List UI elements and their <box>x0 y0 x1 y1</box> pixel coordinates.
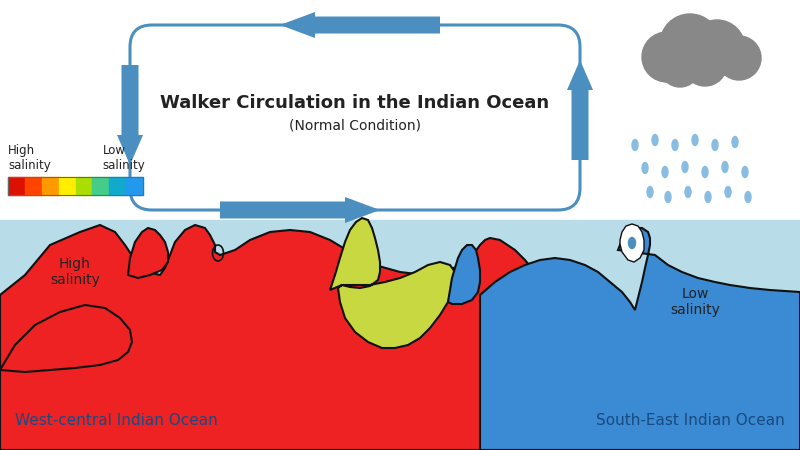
Polygon shape <box>128 228 168 278</box>
Bar <box>8 177 25 195</box>
Polygon shape <box>330 218 455 348</box>
FancyArrow shape <box>280 12 440 38</box>
FancyArrow shape <box>567 60 593 160</box>
Text: High
salinity: High salinity <box>8 144 50 172</box>
Ellipse shape <box>665 192 671 202</box>
FancyArrow shape <box>220 197 380 223</box>
Ellipse shape <box>742 166 748 177</box>
Ellipse shape <box>682 162 688 172</box>
Ellipse shape <box>722 162 728 172</box>
Polygon shape <box>620 224 644 262</box>
Ellipse shape <box>692 135 698 145</box>
Polygon shape <box>448 245 480 304</box>
FancyArrow shape <box>117 65 143 165</box>
Bar <box>110 177 126 195</box>
Ellipse shape <box>642 162 648 174</box>
Bar <box>8 177 143 195</box>
Ellipse shape <box>702 166 708 177</box>
Ellipse shape <box>712 140 718 150</box>
Circle shape <box>683 42 727 86</box>
Polygon shape <box>0 225 545 450</box>
Bar <box>75 177 92 195</box>
Ellipse shape <box>705 192 711 202</box>
Ellipse shape <box>632 140 638 150</box>
Text: West-central Indian Ocean: West-central Indian Ocean <box>15 413 218 428</box>
Text: South-East Indian Ocean: South-East Indian Ocean <box>596 413 785 428</box>
Bar <box>42 177 58 195</box>
Polygon shape <box>0 305 132 372</box>
Text: (Normal Condition): (Normal Condition) <box>289 118 421 132</box>
Ellipse shape <box>647 186 653 198</box>
Bar <box>126 177 143 195</box>
Bar <box>58 177 75 195</box>
Polygon shape <box>480 228 800 450</box>
Text: High
salinity: High salinity <box>50 257 100 287</box>
Bar <box>25 177 42 195</box>
Ellipse shape <box>662 166 668 177</box>
Circle shape <box>660 47 700 87</box>
Ellipse shape <box>745 192 751 202</box>
Circle shape <box>660 14 720 74</box>
Ellipse shape <box>661 37 746 77</box>
Text: Low
salinity: Low salinity <box>102 144 146 172</box>
Circle shape <box>717 36 761 80</box>
Ellipse shape <box>732 136 738 148</box>
Bar <box>0 220 800 450</box>
Circle shape <box>642 32 692 82</box>
Ellipse shape <box>672 140 678 150</box>
Ellipse shape <box>629 238 635 248</box>
Ellipse shape <box>685 186 691 198</box>
Ellipse shape <box>725 186 731 198</box>
Text: Walker Circulation in the Indian Ocean: Walker Circulation in the Indian Ocean <box>161 94 550 112</box>
Text: Low
salinity: Low salinity <box>670 287 720 317</box>
Bar <box>92 177 110 195</box>
Ellipse shape <box>652 135 658 145</box>
Polygon shape <box>600 275 800 450</box>
Circle shape <box>689 20 745 76</box>
